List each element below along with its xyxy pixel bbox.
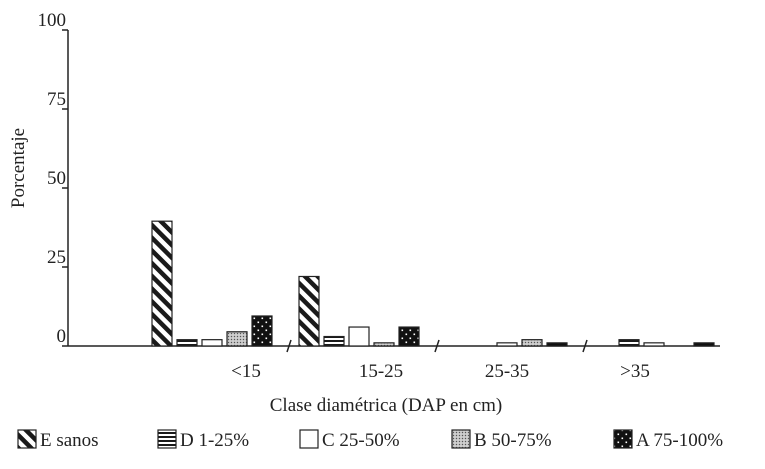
bar-b-1: [373, 342, 395, 347]
y-ticks: 0 25 50 75 100: [38, 10, 68, 347]
axis-break-mark: [582, 339, 588, 353]
legend-label: C 25-50%: [322, 430, 400, 451]
bar-a-3: [693, 342, 715, 347]
x-tick-label: >35: [620, 361, 650, 382]
bar-a-1: [398, 326, 420, 347]
bar-e-0: [151, 220, 173, 347]
axis-break-mark: [286, 339, 292, 353]
bar-b-0: [226, 331, 248, 347]
bars: [151, 220, 715, 347]
y-tick-label: 100: [38, 10, 67, 31]
legend-swatch-b: [451, 429, 471, 449]
bar-d-1: [323, 335, 345, 347]
bar-a-2: [546, 342, 568, 347]
bar-d-0: [176, 339, 198, 347]
y-tick-label: 75: [47, 89, 66, 110]
legend-label: A 75-100%: [636, 430, 723, 451]
legend-label: D 1-25%: [180, 430, 249, 451]
bar-c-3: [643, 342, 665, 347]
axis-break-mark: [434, 339, 440, 353]
bar-d-3: [618, 339, 640, 347]
x-ticks: <15 15-25 25-35 >35: [231, 339, 650, 382]
y-axis-title: Porcentaje: [8, 128, 29, 208]
legend-label: B 50-75%: [474, 430, 552, 451]
legend-swatch-d: [157, 429, 177, 449]
x-tick-label: 25-35: [485, 361, 529, 382]
y-tick-label: 50: [47, 168, 66, 189]
x-axis-title: Clase diamétrica (DAP en cm): [270, 395, 503, 416]
legend-swatch-a: [613, 429, 633, 449]
bar-a-0: [251, 315, 273, 347]
y-tick-label: 0: [57, 326, 67, 347]
bar-b-2: [521, 339, 543, 347]
bar-c-2: [496, 342, 518, 347]
legend: E sanos D 1-25% C 25-50% B 50-75% A 75-100%: [17, 429, 723, 451]
bar-c-0: [201, 339, 223, 347]
x-tick-label: 15-25: [359, 361, 403, 382]
legend-swatch-c: [299, 429, 319, 449]
bar-c-1: [348, 326, 370, 347]
bar-e-1: [298, 275, 320, 347]
x-tick-label: <15: [231, 361, 261, 382]
legend-label: E sanos: [40, 430, 99, 451]
y-tick-label: 25: [47, 247, 66, 268]
legend-swatch-e: [17, 429, 37, 449]
